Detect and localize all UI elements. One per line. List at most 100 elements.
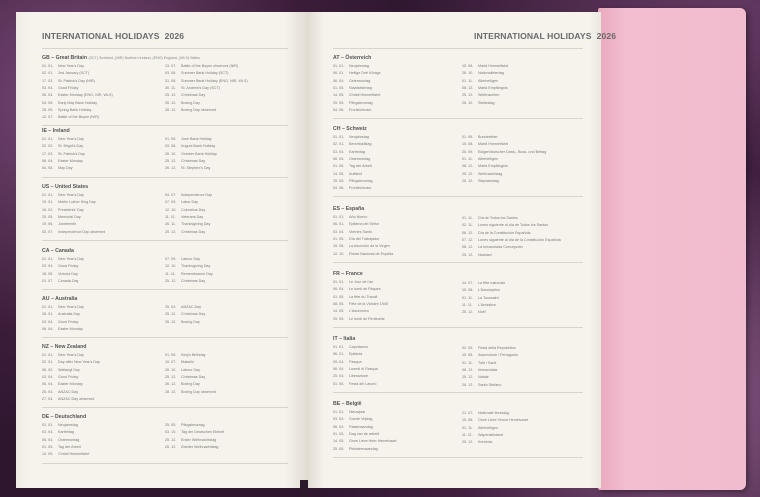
section-header-ch: CH – Schweiz [333,126,367,132]
country-name: United States [55,184,89,190]
holiday-date: 25. 05. [333,446,345,451]
holiday-name: Boxing Day [181,100,200,105]
country-code: AU [42,296,50,302]
holiday-name: La fête nationale [478,281,506,285]
holiday-name: Boxing Day [181,382,200,387]
holiday-name: Mariä Empfängnis [478,85,508,90]
holiday-name: Christmas Day [181,312,206,317]
section-divider [333,118,583,120]
holiday-name: Fronleichnam [349,107,372,112]
holiday-name: Karfreitag [349,149,365,154]
holiday-name: Mariä Empfängnis [478,164,508,169]
holiday-date: 14. 07. [462,281,474,285]
holiday-date: 25. 04. [42,389,54,394]
holiday-name: Stefanitag [478,100,495,105]
holiday-date: 03. 04. [42,85,54,90]
holiday-date: 06. 04. [333,424,345,429]
holiday-date: 01. 11. [462,360,474,365]
holiday-date: 01. 01. [42,137,54,141]
holiday-date: 31. 08. [165,78,177,83]
holiday-date: 03. 08. [165,71,177,76]
holiday-name: Easter Monday (ENG, NIR, WLS) [58,93,113,98]
holiday-name: Easter Monday [58,382,83,387]
holiday-name: Fête de la Victoire 1945 [349,301,388,306]
left-page [16,12,307,488]
holiday-name: Matariki [181,360,194,365]
holiday-name: Pfingstmontag [349,100,373,105]
holiday-date: 06. 01. [333,222,345,227]
holiday-name: St. Stephen's Day [181,166,211,171]
holiday-name: Erster Weihnachtstag [181,437,217,442]
holiday-date: 11. 11. [165,214,176,219]
holiday-date: 06. 04. [42,382,54,387]
holiday-name: Weihnachten [478,93,500,98]
holiday-name: New Year's Day [58,305,84,309]
right-page-title: INTERNATIONAL HOLIDAYS 2026 [474,31,616,41]
holiday-date: 01. 11. [462,156,474,161]
country-name: France [345,271,363,277]
divider [333,48,583,49]
holiday-date: 07. 12. [462,237,474,242]
country-code: NZ [42,344,49,350]
holiday-date: 15. 08. [462,288,474,293]
holiday-date: 26. 10. [165,367,177,372]
holiday-date: 07. 09. [165,257,177,261]
holiday-name: Le lundi de Pentecôte [349,316,385,321]
holiday-date: 06. 04. [333,78,345,83]
holiday-date: 02. 01. [42,360,54,365]
holiday-name: Labour Day [181,257,201,261]
holiday-name: Zweiter Weihnachtstag [181,444,219,449]
country-code: IT [333,336,338,342]
holiday-name: Boxing Day observed [181,389,217,394]
holiday-name: Allerheiligen [478,156,499,161]
section-header-be: BE – België [333,401,362,407]
country-note: (SCT) Scotland, (NIR) Northern Ireland, … [88,56,200,60]
holiday-name: Good Friday [58,319,79,324]
holiday-date: 25. 12. [462,375,474,380]
country-name: New Zealand [54,344,87,350]
section-divider [333,196,583,198]
holiday-date: 26. 12. [165,100,177,105]
holiday-date: 01. 01. [333,215,345,219]
holiday-name: Battle of the Boyne observed (NIR) [181,64,239,68]
holiday-name: Lunes siguiente al día de la Constitució… [478,237,561,242]
holiday-date: 06. 01. [333,71,345,76]
holiday-date: 04. 05. [42,166,54,171]
country-name: Canada [55,248,74,254]
holiday-date: 01. 07. [42,278,54,283]
holiday-date: 01. 01. [42,353,54,357]
holiday-date: 03. 04. [333,417,345,422]
holiday-name: New Year's Day [58,257,84,261]
holiday-name: Natale [478,375,489,380]
holiday-date: 01. 01. [42,305,54,309]
country-code: US [42,184,50,190]
holiday-name: Labour Day [181,367,201,372]
holiday-date: 06. 02. [42,367,54,372]
holiday-name: Pinkstermaandag [349,446,378,451]
holiday-name: Ostermontag [349,78,371,83]
holiday-date: 08. 12. [462,367,474,372]
country-code: CA [42,248,50,254]
holiday-name: Fiesta Nacional de España [349,251,394,256]
holiday-date: 12. 10. [165,264,177,269]
holiday-name: Juneteenth [58,222,77,227]
holiday-name: Spring Bank Holiday [58,107,92,112]
holiday-date: 26. 10. [462,71,474,76]
title-text: INTERNATIONAL HOLIDAYS [474,31,592,41]
holiday-date: 12. 10. [165,207,177,212]
section-header-au: AU – Australia [42,296,78,302]
holiday-name: Neujahrstag [349,64,369,68]
section-header-at: AT – Österreich [333,55,372,61]
country-name: België [346,401,362,407]
holiday-date: 14. 05. [42,452,54,457]
holiday-name: Canada Day [58,278,79,283]
holiday-name: May Day [58,166,73,171]
holiday-date: 25. 12. [462,252,474,257]
holiday-name: Immacolata [478,367,498,372]
country-code: IE [42,128,47,134]
holiday-date: 08. 12. [462,164,474,169]
holiday-date: 03. 04. [42,264,54,269]
holiday-name: Eidgenössischer Dank-, Buss- und Bettag [478,149,547,154]
country-name: Deutschland [55,414,87,420]
holiday-name: St. Patrick's Day [58,151,85,156]
